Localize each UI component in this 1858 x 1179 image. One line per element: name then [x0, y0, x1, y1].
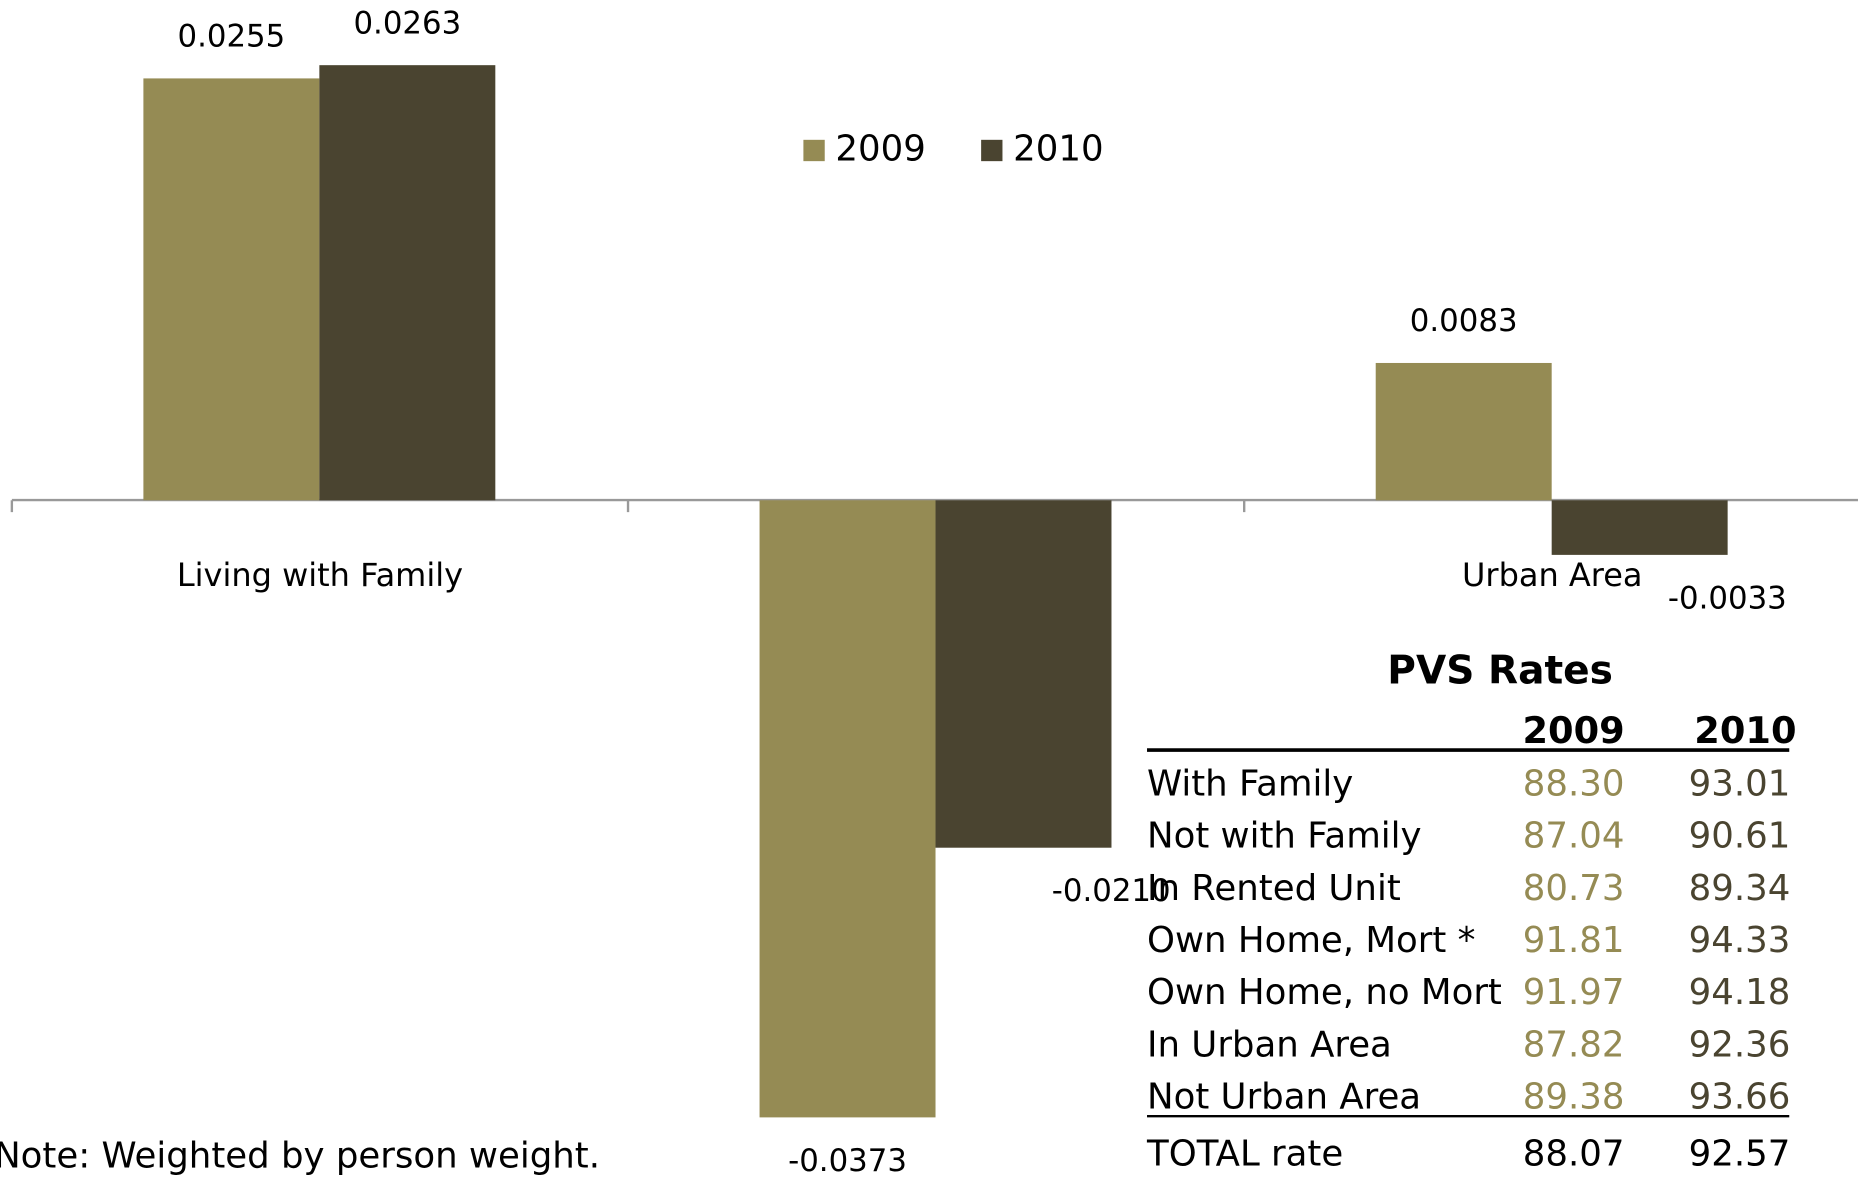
data-label: 0.0083	[1410, 303, 1518, 339]
cell: 91.81	[1523, 920, 1625, 961]
x-tick-label: Urban Area	[1462, 556, 1643, 594]
table-title: PVS Rates	[1387, 649, 1613, 694]
row-label: Not Urban Area	[1147, 1076, 1421, 1117]
bar	[935, 500, 1112, 848]
cell: 88.07	[1523, 1133, 1625, 1174]
note: Note: Weighted by person weight.	[0, 1136, 600, 1177]
data-label: -0.0373	[788, 1143, 907, 1179]
legend-swatch	[803, 139, 825, 162]
row-label: Own Home, no Mort	[1147, 972, 1502, 1013]
bar	[1375, 362, 1552, 501]
legend-label: 2009	[835, 128, 925, 169]
row-label: Own Home, Mort *	[1147, 920, 1475, 961]
cell: 89.38	[1523, 1076, 1625, 1117]
cell: 80.73	[1523, 868, 1625, 909]
bar	[1551, 500, 1728, 555]
cell: 94.18	[1689, 972, 1791, 1013]
row-label: TOTAL rate	[1146, 1133, 1343, 1174]
row-label: With Family	[1147, 764, 1353, 805]
legend-label: 2010	[1013, 128, 1103, 169]
cell: 94.33	[1689, 920, 1791, 961]
x-tick-label: Living with Family	[177, 556, 463, 594]
cell: 92.36	[1689, 1024, 1791, 1065]
data-label: -0.0033	[1668, 580, 1787, 616]
bar	[759, 500, 936, 1118]
data-label: 0.0255	[177, 19, 285, 55]
cell: 93.66	[1689, 1076, 1791, 1117]
row-label: Not with Family	[1147, 816, 1422, 857]
cell: 93.01	[1689, 764, 1791, 805]
table-header: 2009	[1522, 709, 1624, 752]
cell: 92.57	[1689, 1133, 1791, 1174]
row-label: In Urban Area	[1147, 1024, 1392, 1065]
data-label: 0.0263	[353, 5, 461, 41]
cell: 87.04	[1523, 816, 1625, 857]
bar	[143, 78, 320, 501]
legend-swatch	[981, 139, 1003, 162]
cell: 88.30	[1523, 764, 1625, 805]
bar	[319, 65, 496, 501]
data-label: -0.0210	[1052, 873, 1171, 909]
row-label: In Rented Unit	[1147, 868, 1401, 909]
cell: 87.82	[1523, 1024, 1625, 1065]
cell: 89.34	[1689, 868, 1791, 909]
cell: 91.97	[1523, 972, 1625, 1013]
cell: 90.61	[1689, 816, 1791, 857]
table-header: 2010	[1694, 709, 1796, 752]
